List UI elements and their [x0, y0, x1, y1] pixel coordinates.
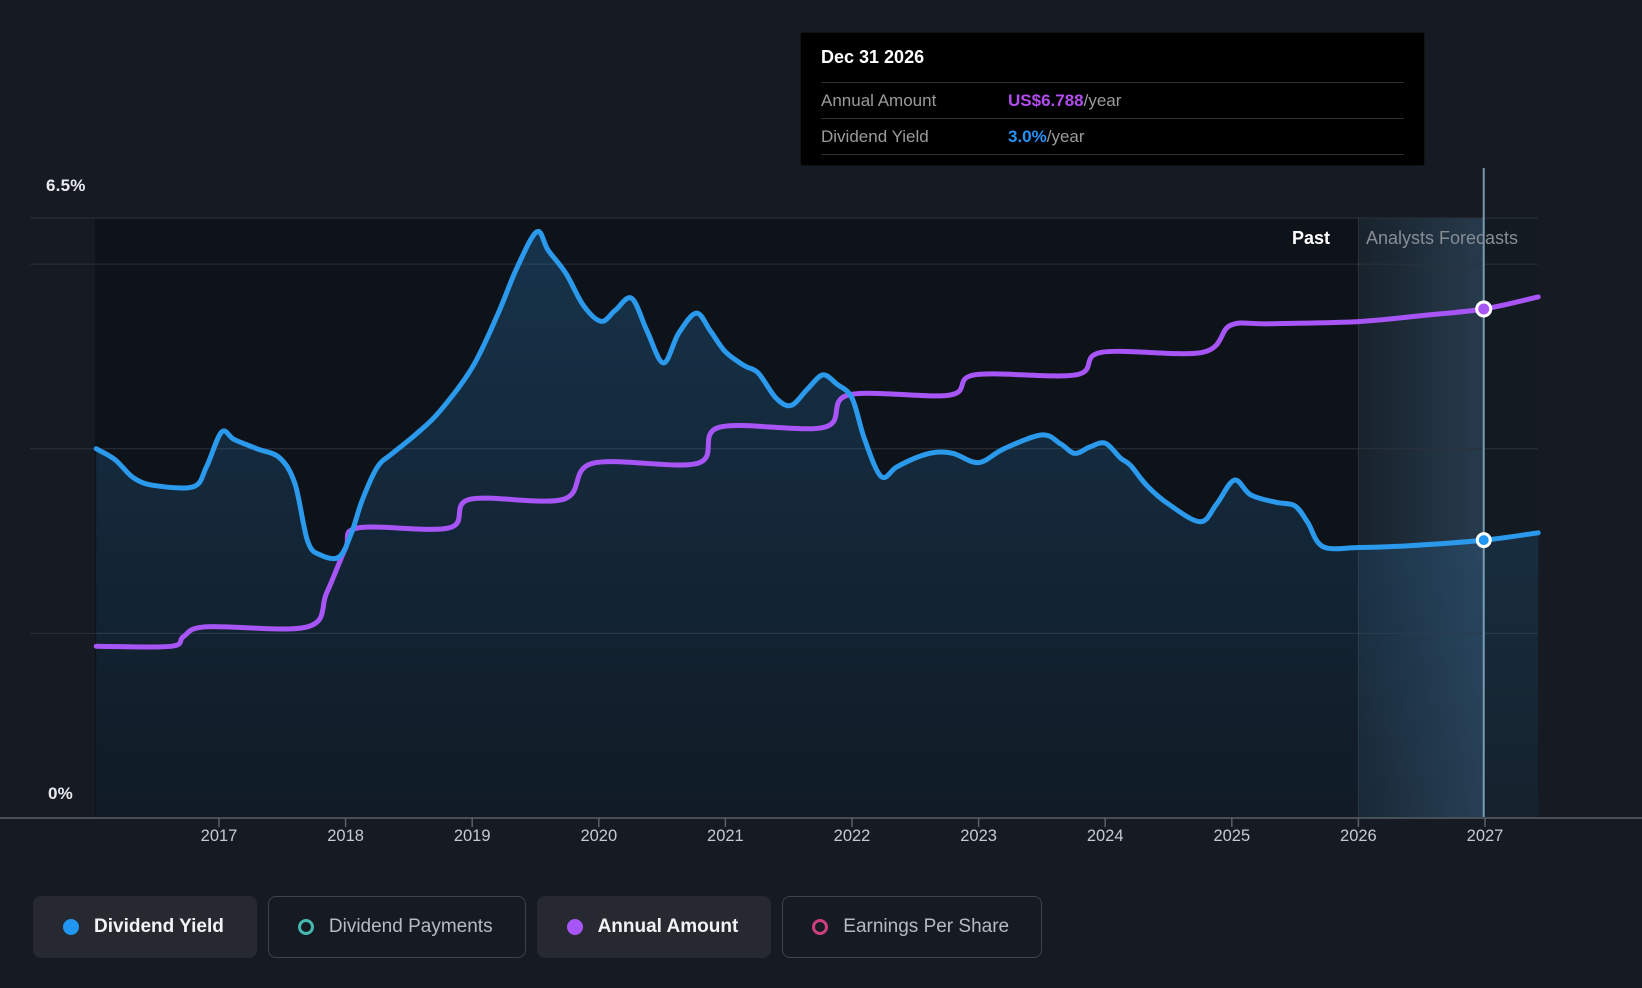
legend-label: Annual Amount [597, 916, 739, 937]
chart-legend: Dividend Yield Dividend Payments Annual … [33, 896, 1043, 958]
legend-item-annual-amount[interactable]: Annual Amount [536, 896, 772, 958]
legend-label: Dividend Payments [328, 916, 493, 937]
legend-item-dividend-payments[interactable]: Dividend Payments [267, 896, 526, 958]
dividend-payments-ring-icon [297, 919, 314, 935]
x-tick-label-2018: 2018 [327, 827, 364, 845]
x-tick-label-2026: 2026 [1340, 827, 1377, 845]
annual-amount-hover-marker [1475, 300, 1493, 318]
forecast-region-label: Analysts Forecasts [1366, 228, 1519, 248]
x-tick-label-2021: 2021 [707, 827, 744, 845]
tooltip-value: 3.0% [1008, 126, 1047, 146]
annual-amount-line [93, 294, 1541, 650]
chart-tooltip: Dec 31 2026 Annual Amount US$6.788 /year… [800, 32, 1425, 166]
x-tick-label-2019: 2019 [454, 827, 491, 845]
dividend-yield-hover-marker [1475, 532, 1492, 549]
y-axis-min-label: 0% [48, 784, 73, 803]
x-tick-label-2022: 2022 [834, 827, 871, 845]
annual-amount-dot-icon [566, 919, 583, 935]
legend-item-dividend-yield[interactable]: Dividend Yield [33, 896, 257, 958]
tooltip-date-title: Dec 31 2026 [821, 33, 1404, 83]
earnings-per-share-ring-icon [812, 919, 829, 935]
x-tick-label-2017: 2017 [201, 827, 238, 845]
tooltip-suffix: /year [1046, 126, 1085, 146]
x-tick-label-2025: 2025 [1213, 827, 1250, 845]
tooltip-row-annual-amount: Annual Amount US$6.788 /year [821, 83, 1404, 119]
tooltip-label: Annual Amount [821, 90, 937, 110]
x-tick-label-2023: 2023 [960, 827, 997, 845]
legend-label: Dividend Yield [94, 916, 224, 937]
dividend-yield-area-fill [96, 231, 1539, 818]
tooltip-label: Dividend Yield [821, 126, 929, 146]
x-tick-label-2027: 2027 [1467, 827, 1504, 845]
x-tick-label-2024: 2024 [1087, 827, 1124, 845]
x-tick-label-2020: 2020 [580, 827, 617, 845]
tooltip-value: US$6.788 [1008, 90, 1084, 110]
y-axis-max-label: 6.5% [46, 176, 86, 195]
dividend-yield-dot-icon [63, 919, 79, 935]
tooltip-row-dividend-yield: Dividend Yield 3.0% /year [821, 119, 1404, 155]
legend-item-earnings-per-share[interactable]: Earnings Per Share [782, 896, 1043, 958]
tooltip-suffix: /year [1083, 90, 1122, 110]
dividend-yield-line [93, 228, 1541, 562]
legend-label: Earnings Per Share [843, 916, 1010, 937]
past-region-label: Past [1291, 228, 1330, 248]
